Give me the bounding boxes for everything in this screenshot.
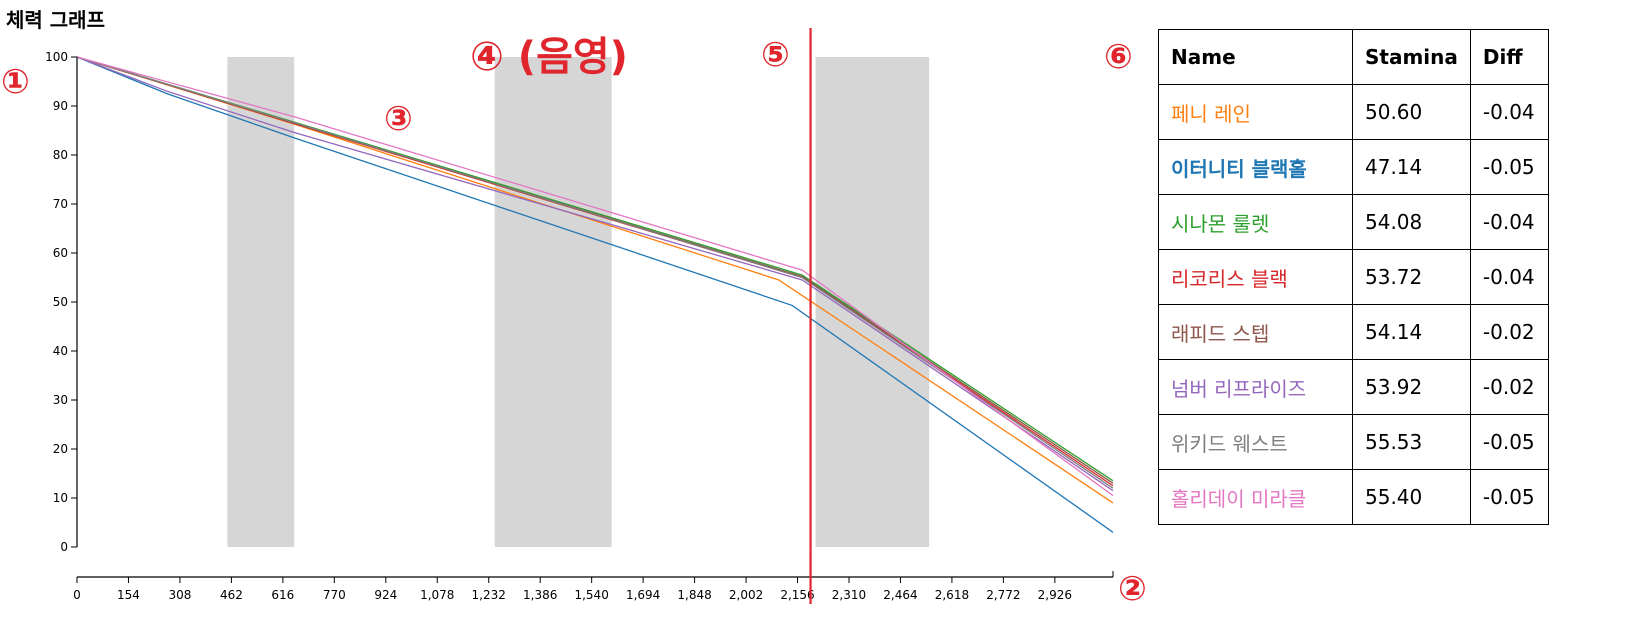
y-tick-label: 100 [45,50,68,64]
table-row: 홀리데이 미라클 55.40 -0.05 [1158,469,1549,525]
row-name: 홀리데이 미라클 [1158,469,1353,525]
x-tick-label: 1,694 [626,588,660,602]
row-stamina: 54.14 [1352,304,1471,360]
row-name: 위키드 웨스트 [1158,414,1353,470]
x-tick-label: 2,310 [832,588,866,602]
x-tick-label: 1,386 [523,588,557,602]
row-name: 래피드 스텝 [1158,304,1353,360]
shaded-region [494,57,612,547]
marker-5: ⑤ [761,35,790,75]
row-stamina: 50.60 [1352,84,1471,140]
marker-1: ① [1,62,30,102]
row-diff: -0.04 [1469,84,1549,140]
y-tick-label: 20 [53,442,68,456]
x-tick-label: 2,926 [1038,588,1072,602]
x-tick-label: 1,078 [420,588,454,602]
x-tick-label: 1,540 [574,588,608,602]
row-name: 페니 레인 [1158,84,1353,140]
y-tick-label: 90 [53,99,68,113]
x-tick-label: 0 [73,588,81,602]
marker-2: ② [1118,569,1147,609]
stamina-line-chart: 0 10 20 30 40 50 60 70 80 90 100 0 154 308 462 616 770 92… [1,28,1147,609]
header-stamina: Stamina [1352,29,1471,85]
row-diff: -0.04 [1469,194,1549,250]
y-tick-label: 80 [53,148,68,162]
row-name: 이터니티 블랙홀 [1158,139,1353,195]
row-diff: -0.05 [1469,414,1549,470]
series-lines [76,56,1114,533]
y-tick-label: 50 [53,295,68,309]
stamina-table: Name Stamina Diff 페니 레인 50.60 -0.04 이터니티 블랙… [1158,29,1549,525]
x-tick-label: 462 [220,588,243,602]
x-tick-label: 2,002 [729,588,763,602]
row-stamina: 53.72 [1352,249,1471,305]
row-diff: -0.05 [1469,469,1549,525]
table-row: 래피드 스텝 54.14 -0.02 [1158,304,1549,360]
header-diff: Diff [1469,29,1549,85]
y-tick-label: 30 [53,393,68,407]
annotation-markers: ① ② ③ ④ (음영) ⑤ ⑥ [1,34,1147,609]
row-stamina: 54.08 [1352,194,1471,250]
marker-4-shaded: ④ (음영) [470,34,628,80]
header-name: Name [1158,29,1353,85]
x-tick-label: 770 [323,588,346,602]
row-name: 시나몬 룰렛 [1158,194,1353,250]
table-header-row: Name Stamina Diff [1158,29,1549,85]
x-tick-label: 2,618 [935,588,969,602]
x-tick-label: 2,772 [986,588,1020,602]
x-tick-label: 308 [168,588,191,602]
row-stamina: 55.40 [1352,469,1471,525]
marker-6: ⑥ [1104,37,1133,77]
y-tick-label: 70 [53,197,68,211]
y-tick-label: 0 [60,540,68,554]
row-diff: -0.02 [1469,304,1549,360]
table-row: 리코리스 블랙 53.72 -0.04 [1158,249,1549,305]
axes: 0 10 20 30 40 50 60 70 80 90 100 0 154 308 462 616 770 92… [45,50,1114,602]
row-name: 리코리스 블랙 [1158,249,1353,305]
row-diff: -0.02 [1469,359,1549,415]
y-tick-label: 10 [53,491,68,505]
x-tick-label: 616 [271,588,294,602]
table-row: 위키드 웨스트 55.53 -0.05 [1158,414,1549,470]
x-tick-label: 2,156 [780,588,814,602]
row-stamina: 47.14 [1352,139,1471,195]
row-diff: -0.04 [1469,249,1549,305]
shaded-region [815,57,930,547]
x-tick-label: 924 [374,588,397,602]
y-tick-label: 40 [53,344,68,358]
shaded-region [227,57,295,547]
shaded-regions [227,57,930,547]
row-diff: -0.05 [1469,139,1549,195]
marker-3: ③ [384,99,413,139]
row-stamina: 53.92 [1352,359,1471,415]
y-tick-label: 60 [53,246,68,260]
table-row: 시나몬 룰렛 54.08 -0.04 [1158,194,1549,250]
series-line [76,56,1114,492]
x-tick-label: 2,464 [883,588,917,602]
series-line [76,56,1114,533]
chart-title: 체력 그래프 [6,8,105,32]
x-tick-label: 154 [117,588,140,602]
series-line [76,56,1114,497]
table-row: 이터니티 블랙홀 47.14 -0.05 [1158,139,1549,195]
x-tick-label: 1,232 [472,588,506,602]
table-row: 넘버 리프라이즈 53.92 -0.02 [1158,359,1549,415]
table-row: 페니 레인 50.60 -0.04 [1158,84,1549,140]
x-tick-label: 1,848 [677,588,711,602]
row-name: 넘버 리프라이즈 [1158,359,1353,415]
row-stamina: 55.53 [1352,414,1471,470]
